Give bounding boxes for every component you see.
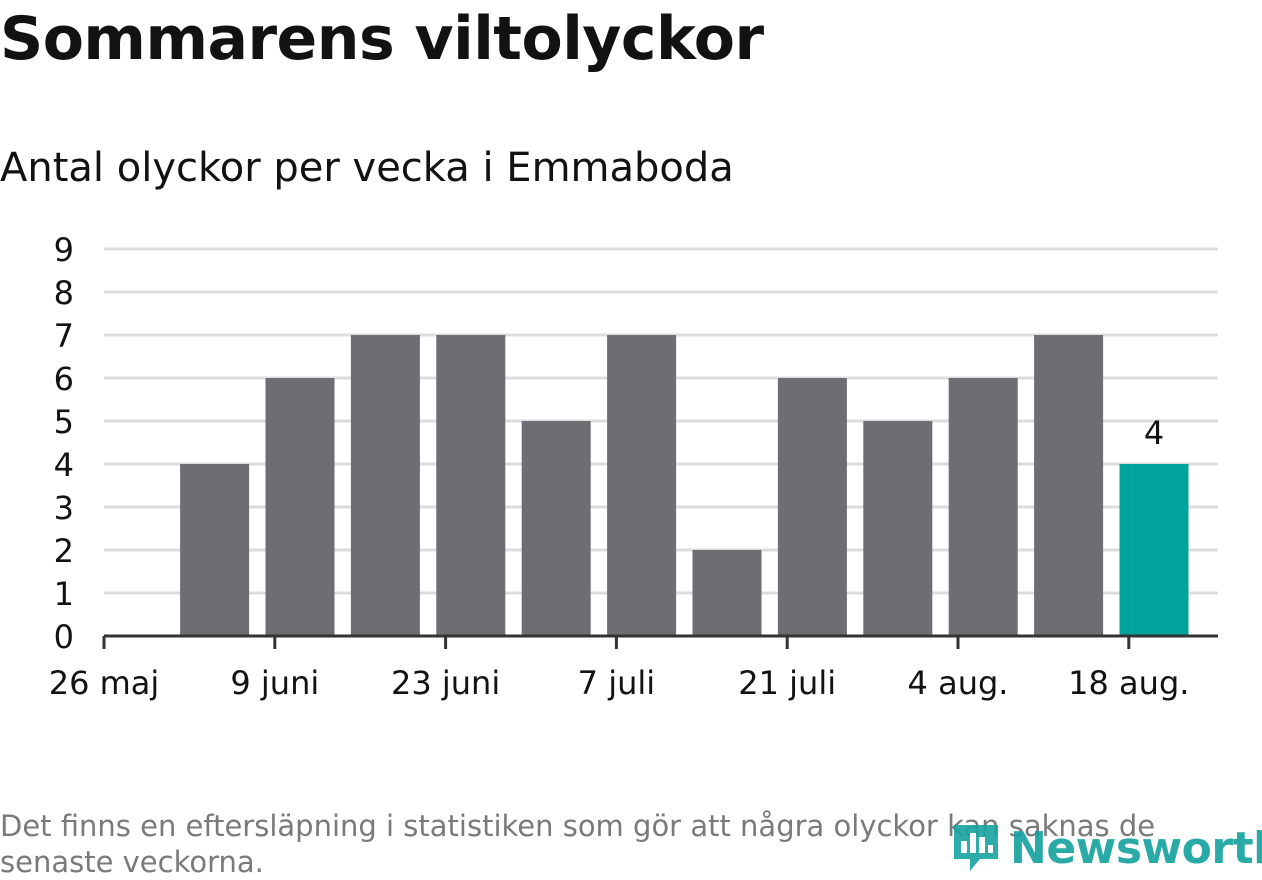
bar <box>521 421 591 636</box>
bar-chart: 0 1 2 3 4 5 6 7 8 9 4 26 maj 9 juni 23 juni 7 juli 21… <box>49 231 1218 702</box>
newsworthy-logo-icon <box>954 825 998 871</box>
bar-highlighted <box>1119 464 1189 636</box>
y-tick-label: 9 <box>54 231 74 269</box>
y-tick-label: 0 <box>54 618 74 656</box>
y-tick-label: 1 <box>54 575 74 613</box>
data-label: 4 <box>1144 414 1164 452</box>
y-tick-label: 4 <box>54 446 74 484</box>
bar <box>777 378 847 636</box>
x-tick-label: 23 juni <box>391 664 500 702</box>
x-tick-label: 26 maj <box>49 664 160 702</box>
y-axis-tick-labels: 0 1 2 3 4 5 6 7 8 9 <box>54 231 74 656</box>
y-tick-label: 3 <box>54 489 74 527</box>
x-axis: 26 maj 9 juni 23 juni 7 juli 21 juli 4 aug. 18… <box>49 634 1218 702</box>
bar <box>607 335 677 636</box>
x-tick-label: 7 juli <box>578 664 655 702</box>
bar <box>436 335 506 636</box>
x-tick-label: 4 aug. <box>908 664 1009 702</box>
x-tick-label: 21 juli <box>738 664 836 702</box>
bar <box>863 421 933 636</box>
bars <box>180 335 1189 636</box>
x-tick-label: 18 aug. <box>1068 664 1189 702</box>
y-tick-label: 5 <box>54 403 74 441</box>
y-tick-label: 8 <box>54 274 74 312</box>
newsworthy-logo: Newsworthy <box>950 818 1262 878</box>
data-labels: 4 <box>1144 414 1164 452</box>
bar <box>350 335 420 636</box>
chart-title: Sommarens viltolyckor <box>0 4 764 74</box>
x-tick-label: 9 juni <box>230 664 319 702</box>
y-tick-label: 2 <box>54 532 74 570</box>
y-tick-label: 7 <box>54 317 74 355</box>
bar <box>265 378 335 636</box>
bar <box>180 464 250 636</box>
bar <box>1034 335 1104 636</box>
bar <box>948 378 1018 636</box>
chart-subtitle: Antal olyckor per vecka i Emmaboda <box>0 145 734 191</box>
y-tick-label: 6 <box>54 360 74 398</box>
bar <box>692 550 762 636</box>
newsworthy-logo-text: Newsworthy <box>1010 822 1262 874</box>
